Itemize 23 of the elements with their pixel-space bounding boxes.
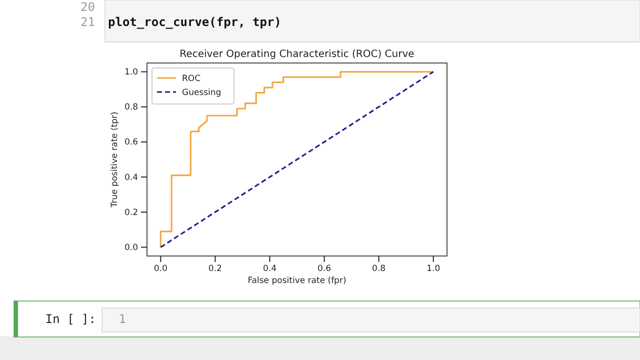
x-tick-label: 0.6: [318, 264, 332, 274]
y-tick-label: 0.6: [124, 138, 138, 148]
x-tick-label: 0.2: [208, 264, 222, 274]
x-axis-title: False positive rate (fpr): [248, 276, 346, 286]
legend-label: Guessing: [182, 88, 222, 98]
y-tick-label: 0.2: [124, 208, 138, 218]
y-axis-title: True positive rate (tpr): [110, 112, 120, 208]
text: 21: [80, 15, 95, 29]
text: In [ ]:: [45, 312, 96, 326]
y-tick-label: 1.0: [124, 67, 138, 78]
text: 20: [80, 0, 95, 14]
x-tick-label: 1.0: [426, 264, 440, 274]
text: 1: [118, 312, 126, 326]
y-tick-label: 0.8: [124, 102, 138, 113]
legend-label: ROC: [182, 74, 201, 84]
y-tick-label: 0.4: [124, 172, 138, 183]
y-tick-label: 0.0: [124, 242, 138, 253]
chart-title: Receiver Operating Characteristic (ROC) Curve: [180, 49, 414, 60]
x-tick-label: 0.8: [372, 264, 386, 274]
text: plot_roc_curve(fpr, tpr): [108, 15, 282, 29]
x-tick-label: 0.4: [262, 264, 276, 274]
line-series: [160, 70, 434, 248]
x-tick-label: 0.0: [154, 264, 168, 274]
